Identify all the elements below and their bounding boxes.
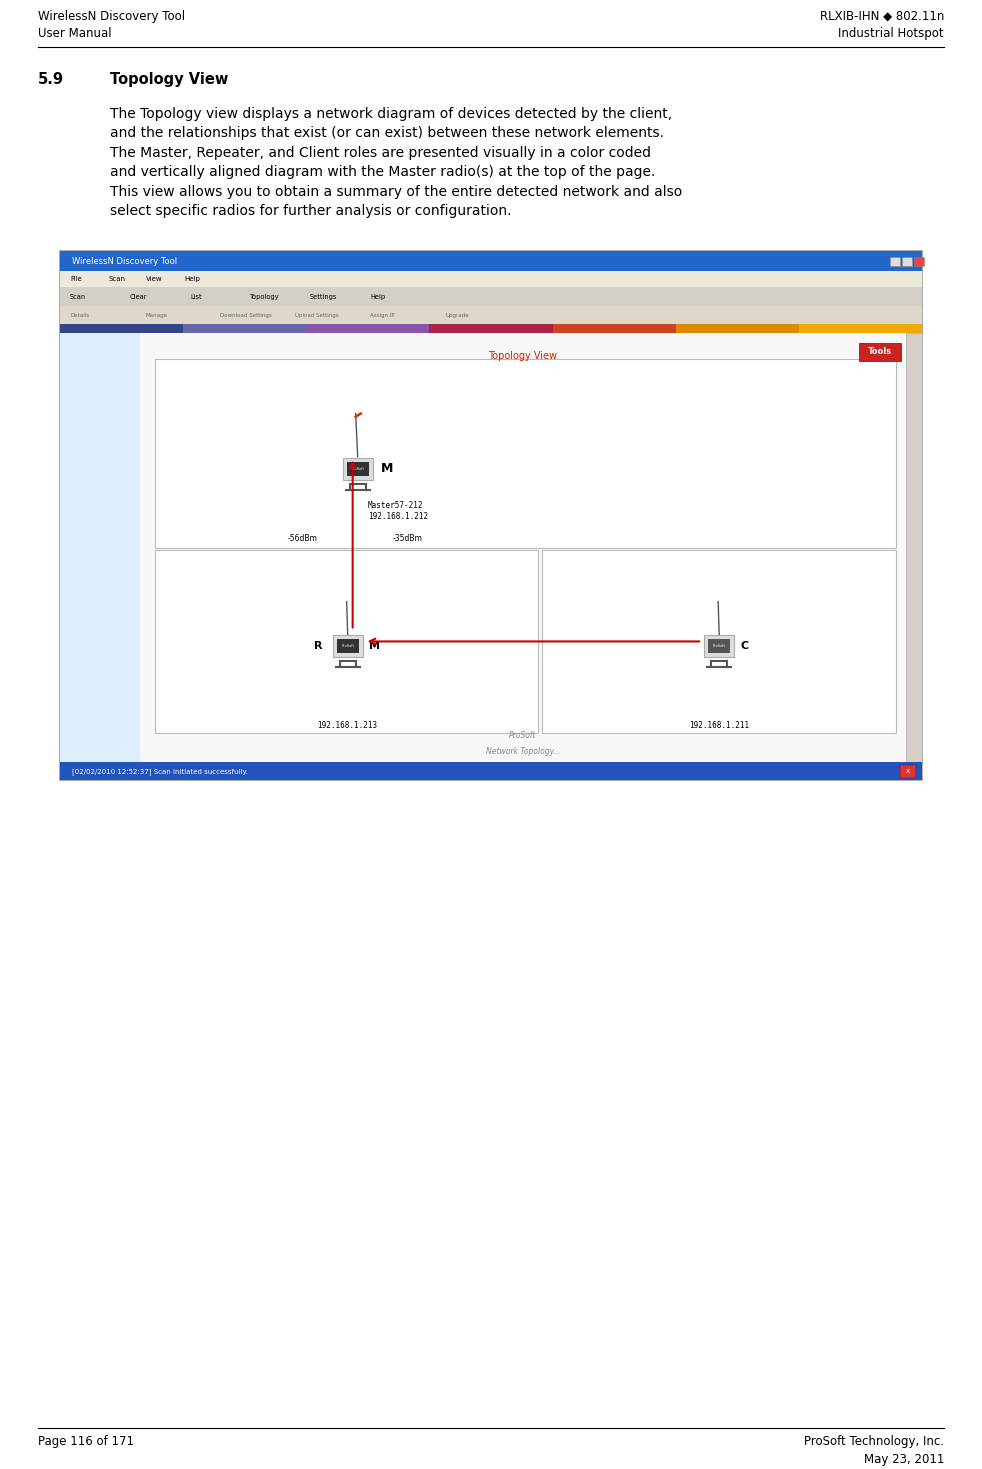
- Bar: [60, 762, 922, 780]
- Bar: [337, 639, 358, 654]
- Text: RLXIB-IHN ◆ 802.11n: RLXIB-IHN ◆ 802.11n: [820, 10, 944, 24]
- Text: Topology View: Topology View: [488, 351, 558, 361]
- Text: ProSoft Technology, Inc.: ProSoft Technology, Inc.: [804, 1435, 944, 1448]
- Bar: [155, 551, 538, 733]
- Text: ProSoft: ProSoft: [713, 645, 726, 648]
- Bar: [155, 358, 896, 548]
- Text: The Topology view displays a network diagram of devices detected by the client,: The Topology view displays a network dia…: [110, 107, 672, 120]
- Text: Assign IP: Assign IP: [370, 313, 395, 317]
- Bar: [60, 307, 922, 323]
- Text: User Manual: User Manual: [38, 26, 112, 40]
- Text: [02/02/2010 12:52:37] Scan initiated successfully.: [02/02/2010 12:52:37] Scan initiated suc…: [72, 768, 247, 774]
- Text: Tools: Tools: [868, 347, 892, 357]
- Text: 5.9: 5.9: [38, 72, 64, 87]
- Text: Settings: Settings: [310, 294, 338, 300]
- Bar: [333, 636, 362, 658]
- Text: Network Topology...: Network Topology...: [486, 748, 561, 757]
- Text: x: x: [906, 768, 910, 774]
- Text: Scan: Scan: [108, 276, 125, 282]
- Bar: [553, 323, 676, 333]
- Text: May 23, 2011: May 23, 2011: [863, 1453, 944, 1466]
- Bar: [183, 323, 306, 333]
- Bar: [60, 333, 140, 780]
- Bar: [542, 551, 896, 733]
- Text: Page 116 of 171: Page 116 of 171: [38, 1435, 134, 1448]
- Text: Download Settings: Download Settings: [220, 313, 272, 317]
- Text: M: M: [381, 463, 393, 474]
- Text: ProSoft: ProSoft: [510, 730, 537, 739]
- Text: The Master, Repeater, and Client roles are presented visually in a color coded: The Master, Repeater, and Client roles a…: [110, 145, 651, 160]
- Text: Manage: Manage: [145, 313, 167, 317]
- Text: Topology: Topology: [250, 294, 280, 300]
- Bar: [347, 461, 368, 476]
- Text: and vertically aligned diagram with the Master radio(s) at the top of the page.: and vertically aligned diagram with the …: [110, 165, 655, 179]
- Bar: [900, 765, 916, 779]
- Bar: [914, 257, 923, 266]
- Text: Master57-212
192.168.1.212: Master57-212 192.168.1.212: [367, 501, 428, 521]
- Bar: [60, 251, 922, 272]
- Text: Topology View: Topology View: [110, 72, 229, 87]
- Bar: [676, 323, 799, 333]
- Bar: [890, 257, 900, 266]
- Text: Scan: Scan: [70, 294, 86, 300]
- Bar: [306, 323, 429, 333]
- Bar: [859, 342, 901, 361]
- Text: 192.168.1.213: 192.168.1.213: [317, 720, 378, 730]
- Bar: [902, 257, 911, 266]
- Bar: [704, 636, 735, 658]
- Text: File: File: [70, 276, 82, 282]
- Text: Help: Help: [370, 294, 385, 300]
- Text: select specific radios for further analysis or configuration.: select specific radios for further analy…: [110, 204, 512, 217]
- Text: This view allows you to obtain a summary of the entire detected network and also: This view allows you to obtain a summary…: [110, 185, 682, 198]
- Text: -35dBm: -35dBm: [393, 533, 422, 544]
- Bar: [906, 333, 922, 780]
- Text: 192.168.1.211: 192.168.1.211: [689, 720, 749, 730]
- Text: Clear: Clear: [130, 294, 147, 300]
- Text: Details: Details: [70, 313, 89, 317]
- Text: ProSoft: ProSoft: [341, 645, 355, 648]
- Text: ProSoft: ProSoft: [352, 467, 364, 470]
- Bar: [60, 251, 922, 780]
- Text: M: M: [368, 642, 380, 651]
- Text: List: List: [190, 294, 201, 300]
- Bar: [429, 323, 553, 333]
- Text: View: View: [146, 276, 163, 282]
- Text: Help: Help: [184, 276, 200, 282]
- Bar: [708, 639, 731, 654]
- Text: Upload Settings: Upload Settings: [295, 313, 339, 317]
- Bar: [799, 323, 922, 333]
- Bar: [343, 457, 372, 479]
- Text: WirelessN Discovery Tool: WirelessN Discovery Tool: [38, 10, 186, 24]
- Bar: [60, 323, 183, 333]
- Text: -56dBm: -56dBm: [288, 533, 317, 544]
- Text: Industrial Hotspot: Industrial Hotspot: [839, 26, 944, 40]
- Text: Upgrade: Upgrade: [445, 313, 468, 317]
- Bar: [140, 333, 906, 780]
- Text: C: C: [740, 642, 748, 651]
- Text: R: R: [314, 642, 323, 651]
- Text: and the relationships that exist (or can exist) between these network elements.: and the relationships that exist (or can…: [110, 126, 664, 140]
- Text: WirelessN Discovery Tool: WirelessN Discovery Tool: [72, 257, 177, 266]
- Bar: [60, 272, 922, 286]
- Bar: [60, 286, 922, 307]
